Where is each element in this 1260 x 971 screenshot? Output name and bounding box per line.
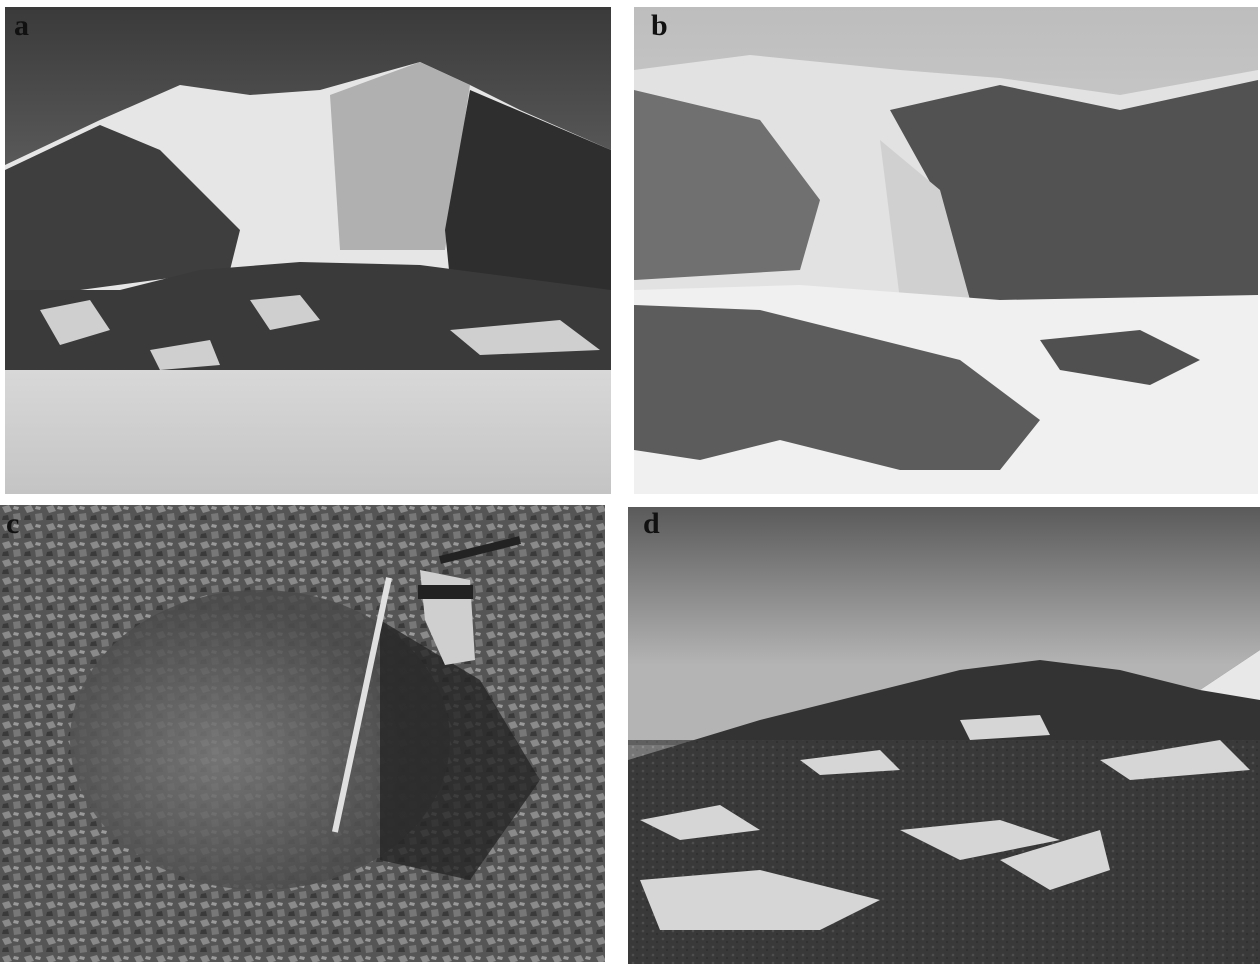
photo-b: [634, 7, 1258, 494]
photo-a: [5, 7, 611, 494]
photo-c: [0, 505, 605, 962]
photo-d: [628, 507, 1260, 964]
panel-label: d: [643, 507, 660, 540]
panel-label: c: [6, 507, 19, 540]
panel-label: a: [14, 9, 29, 42]
panel-label: b: [651, 9, 668, 42]
